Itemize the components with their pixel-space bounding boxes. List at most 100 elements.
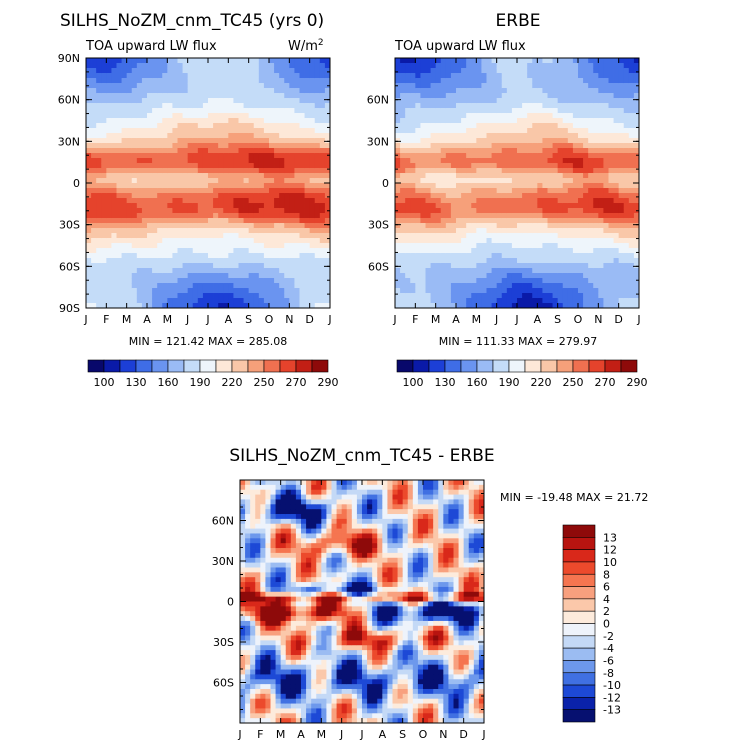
heatmap-cell bbox=[304, 278, 311, 284]
heatmap-cell bbox=[501, 138, 508, 144]
heatmap-cell bbox=[578, 253, 584, 259]
heatmap-cell bbox=[86, 158, 92, 164]
heatmap-cell bbox=[628, 158, 635, 164]
heatmap-cell bbox=[91, 153, 97, 159]
heatmap-cell bbox=[314, 203, 321, 209]
heatmap-cell bbox=[461, 203, 467, 209]
heatmap-cell bbox=[405, 103, 411, 109]
heatmap-cell bbox=[274, 153, 280, 159]
heatmap-cell bbox=[162, 263, 168, 269]
heatmap-cell bbox=[466, 238, 472, 244]
heatmap-cell bbox=[405, 98, 411, 104]
heatmap-cell bbox=[157, 268, 163, 274]
heatmap-cell bbox=[228, 123, 234, 129]
heatmap-cell bbox=[116, 58, 122, 64]
heatmap-cell bbox=[223, 153, 229, 159]
heatmap-cell bbox=[628, 138, 635, 144]
heatmap-cell bbox=[501, 253, 508, 259]
heatmap-cell bbox=[415, 243, 421, 249]
heatmap-cell bbox=[445, 163, 452, 169]
heatmap-cell bbox=[136, 253, 143, 259]
heatmap-cell bbox=[299, 58, 305, 64]
heatmap-cell bbox=[157, 298, 163, 304]
heatmap-cell bbox=[187, 118, 194, 124]
heatmap-cell bbox=[111, 78, 117, 84]
heatmap-cell bbox=[111, 128, 117, 134]
heatmap-cell bbox=[466, 203, 472, 209]
heatmap-cell bbox=[238, 153, 244, 159]
heatmap-cell bbox=[182, 288, 189, 294]
heatmap-cell bbox=[572, 168, 579, 174]
heatmap-cell bbox=[111, 283, 117, 289]
heatmap-cell bbox=[583, 128, 589, 134]
heatmap-cell bbox=[623, 58, 630, 64]
heatmap-cell bbox=[425, 68, 431, 74]
heatmap-cell bbox=[284, 268, 290, 274]
heatmap-cell bbox=[603, 283, 609, 289]
heatmap-cell bbox=[157, 248, 163, 254]
heatmap-cell bbox=[445, 123, 452, 129]
heatmap-cell bbox=[319, 83, 326, 89]
heatmap-cell bbox=[299, 273, 305, 279]
heatmap-cell bbox=[314, 83, 321, 89]
heatmap-cell bbox=[603, 93, 609, 99]
heatmap-cell bbox=[121, 118, 128, 124]
heatmap-cell bbox=[501, 178, 508, 184]
y-tick-label: 60N bbox=[58, 94, 80, 107]
heatmap-cell bbox=[299, 193, 305, 199]
heatmap-cell bbox=[491, 223, 498, 229]
heatmap-cell bbox=[405, 243, 411, 249]
heatmap-cell bbox=[435, 168, 442, 174]
heatmap-cell bbox=[147, 143, 153, 149]
x-tick-label: J bbox=[514, 313, 518, 326]
heatmap-cell bbox=[405, 63, 411, 69]
heatmap-cell bbox=[177, 253, 183, 259]
heatmap-cell bbox=[623, 278, 630, 284]
heatmap-cell bbox=[593, 298, 599, 304]
heatmap-cell bbox=[197, 218, 204, 224]
heatmap-cell bbox=[294, 113, 300, 119]
heatmap-cell bbox=[633, 193, 640, 199]
heatmap-cell bbox=[415, 78, 421, 84]
heatmap-cell bbox=[263, 103, 270, 109]
heatmap-cell bbox=[126, 128, 133, 134]
heatmap-cell bbox=[162, 218, 168, 224]
heatmap-cell bbox=[450, 123, 457, 129]
heatmap-cell bbox=[440, 288, 447, 294]
heatmap-cell bbox=[598, 258, 604, 264]
heatmap-cell bbox=[613, 288, 620, 294]
heatmap-cell bbox=[562, 293, 569, 299]
heatmap-cell bbox=[430, 293, 437, 299]
heatmap-cell bbox=[506, 98, 513, 104]
heatmap-cell bbox=[517, 163, 523, 169]
heatmap-cell bbox=[324, 68, 331, 74]
heatmap-cell bbox=[517, 223, 523, 229]
heatmap-cell bbox=[527, 268, 533, 274]
heatmap-cell bbox=[121, 103, 128, 109]
heatmap-cell bbox=[167, 293, 173, 299]
heatmap-cell bbox=[116, 78, 122, 84]
heatmap-cell bbox=[279, 263, 285, 269]
heatmap-cell bbox=[578, 148, 584, 154]
heatmap-cell bbox=[202, 303, 209, 309]
heatmap-cell bbox=[162, 233, 168, 239]
heatmap-cell bbox=[450, 293, 457, 299]
heatmap-cell bbox=[213, 258, 219, 264]
heatmap-cell bbox=[608, 283, 614, 289]
heatmap-cell bbox=[430, 103, 437, 109]
heatmap-cell bbox=[269, 163, 275, 169]
heatmap-cell bbox=[106, 298, 112, 304]
heatmap-cell bbox=[233, 293, 239, 299]
heatmap-cell bbox=[157, 213, 163, 219]
heatmap-cell bbox=[456, 248, 462, 254]
heatmap-cell bbox=[527, 163, 533, 169]
heatmap-cell bbox=[319, 153, 326, 159]
heatmap-cell bbox=[136, 268, 143, 274]
model-title: SILHS_NoZM_cnm_TC45 (yrs 0) bbox=[60, 11, 324, 31]
heatmap-cell bbox=[613, 173, 620, 179]
heatmap-cell bbox=[269, 68, 275, 74]
heatmap-cell bbox=[456, 188, 462, 194]
heatmap-cell bbox=[177, 83, 183, 89]
heatmap-cell bbox=[456, 238, 462, 244]
heatmap-cell bbox=[522, 293, 528, 299]
